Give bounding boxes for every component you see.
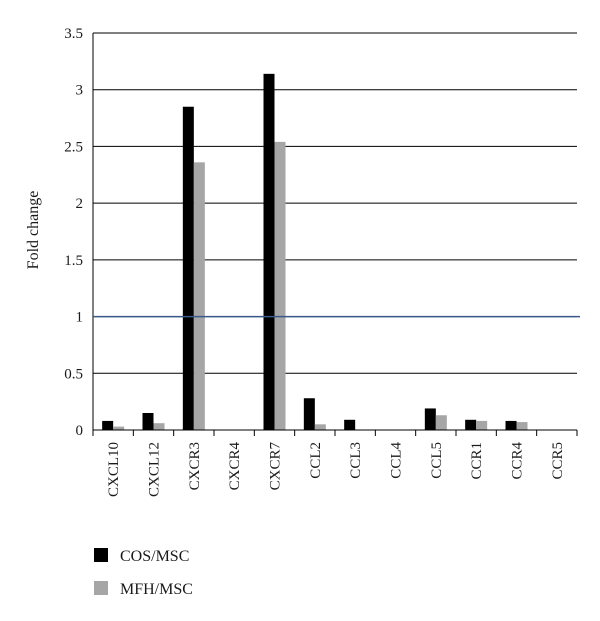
y-tick-label: 0.5	[64, 366, 83, 382]
bar-mfh-msc-cxcl10	[113, 426, 125, 430]
bar-cos-msc-ccr4	[505, 420, 517, 430]
bar-cos-msc-ccl2	[303, 398, 315, 430]
legend: COS/MSC MFH/MSC	[94, 548, 193, 598]
x-tick-label: CXCR3	[187, 442, 203, 490]
x-tick-label: CCR5	[550, 442, 566, 480]
bar-mfh-msc-ccl5	[435, 415, 447, 430]
legend-label-mfh-msc: MFH/MSC	[120, 581, 193, 598]
x-tick-label: CXCR4	[227, 442, 243, 491]
bar-mfh-msc-cxcr3	[193, 162, 205, 430]
bar-mfh-msc-cxcl12	[153, 423, 165, 430]
x-tick-label: CCL2	[308, 442, 324, 479]
bar-mfh-msc-ccl2	[314, 424, 326, 430]
y-tick-label: 2	[76, 196, 84, 212]
bar-cos-msc-ccl5	[424, 408, 436, 430]
legend-swatch-mfh-msc	[94, 581, 108, 595]
bar-cos-msc-cxcl10	[102, 420, 114, 430]
x-tick-label: CCR4	[510, 442, 526, 480]
bar-cos-msc-cxcr3	[182, 106, 194, 430]
bar-cos-msc-cxcl12	[142, 412, 154, 430]
gridlines	[93, 32, 577, 374]
x-tick-label: CXCL10	[106, 442, 122, 497]
bar-mfh-msc-ccr4	[516, 422, 528, 430]
bar-mfh-msc-cxcr7	[274, 141, 286, 431]
x-tick-label: CCR1	[469, 442, 485, 480]
legend-swatch-cos-msc	[94, 548, 108, 562]
y-tick-label: 1.5	[64, 253, 83, 269]
y-tick-label: 3	[76, 83, 84, 99]
bar-cos-msc-ccr1	[465, 419, 477, 430]
x-tick-label: CCL4	[389, 442, 405, 479]
bar-cos-msc-cxcr7	[263, 73, 275, 430]
y-tick-label: 1	[76, 310, 84, 326]
legend-label-cos-msc: COS/MSC	[120, 548, 189, 565]
y-tick-label: 3.5	[64, 26, 83, 42]
y-tick-labels: 0 0.5 1 1.5 2 2.5 3 3.5	[64, 26, 83, 439]
x-tick-labels: CXCL10 CXCL12 CXCR3 CXCR4 CXCR7 CCL2 CCL3 CCL4 C…	[106, 442, 566, 498]
y-tick-label: 2.5	[64, 139, 83, 155]
x-tick-label: CCL5	[429, 442, 445, 479]
x-tick-label: CXCL12	[147, 442, 163, 497]
y-axis-title: Fold change	[25, 191, 42, 270]
bar-cos-msc-ccl3	[344, 419, 356, 430]
bars	[102, 73, 528, 431]
x-tick-label: CCL3	[348, 442, 364, 479]
axes	[92, 33, 578, 436]
y-tick-label: 0	[76, 423, 84, 439]
bar-mfh-msc-ccr1	[476, 420, 488, 430]
x-tick-label: CXCR7	[268, 442, 284, 491]
